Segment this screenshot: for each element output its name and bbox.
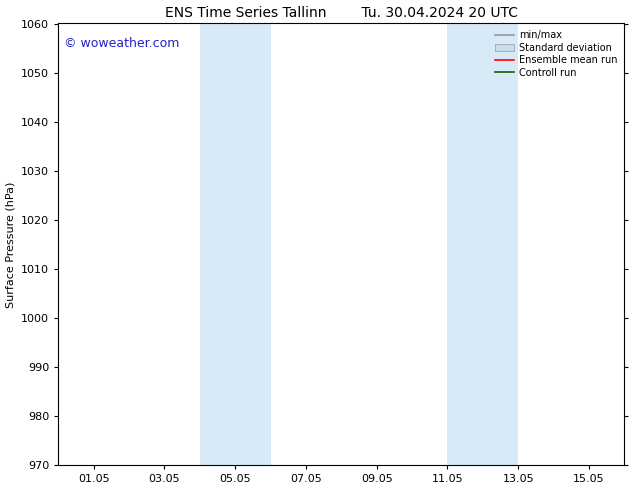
Y-axis label: Surface Pressure (hPa): Surface Pressure (hPa) — [6, 181, 16, 308]
Text: © woweather.com: © woweather.com — [64, 37, 179, 50]
Bar — [200, 24, 271, 465]
Title: ENS Time Series Tallinn        Tu. 30.04.2024 20 UTC: ENS Time Series Tallinn Tu. 30.04.2024 2… — [165, 5, 518, 20]
Legend: min/max, Standard deviation, Ensemble mean run, Controll run: min/max, Standard deviation, Ensemble me… — [493, 28, 619, 79]
Bar — [448, 24, 518, 465]
